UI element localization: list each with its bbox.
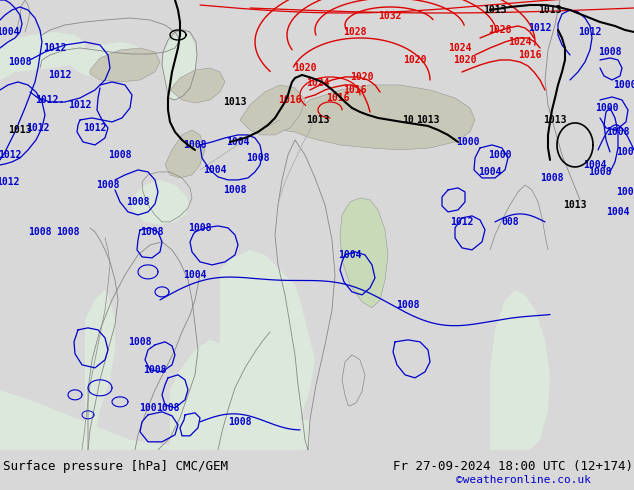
Text: 1013: 1013 bbox=[417, 115, 440, 125]
Text: 1004: 1004 bbox=[226, 137, 250, 147]
Text: 1012.: 1012. bbox=[36, 95, 65, 105]
Text: 1016: 1016 bbox=[343, 85, 366, 95]
Polygon shape bbox=[170, 68, 225, 103]
Text: 10: 10 bbox=[402, 115, 414, 125]
Text: 1008: 1008 bbox=[228, 417, 252, 427]
Polygon shape bbox=[0, 32, 85, 80]
Text: 1008: 1008 bbox=[156, 403, 180, 413]
Text: 1008: 1008 bbox=[108, 150, 132, 160]
Polygon shape bbox=[85, 290, 115, 450]
Text: 1008: 1008 bbox=[223, 185, 247, 195]
Polygon shape bbox=[170, 340, 255, 450]
Polygon shape bbox=[162, 32, 197, 100]
Text: 008: 008 bbox=[501, 217, 519, 227]
Polygon shape bbox=[220, 420, 310, 450]
Text: 1012: 1012 bbox=[528, 23, 552, 33]
Text: 1024: 1024 bbox=[448, 43, 472, 53]
Text: 1013: 1013 bbox=[543, 115, 567, 125]
Text: 1004: 1004 bbox=[183, 270, 207, 280]
Text: 1028: 1028 bbox=[343, 27, 366, 37]
Text: 1013: 1013 bbox=[223, 97, 247, 107]
Text: 1012: 1012 bbox=[26, 123, 49, 133]
Polygon shape bbox=[90, 48, 160, 82]
Text: 1000: 1000 bbox=[488, 150, 512, 160]
Text: 1004: 1004 bbox=[0, 27, 20, 37]
Text: 1013: 1013 bbox=[538, 5, 562, 15]
Polygon shape bbox=[70, 42, 148, 78]
Text: 1012: 1012 bbox=[43, 43, 67, 53]
Text: 1008: 1008 bbox=[540, 173, 564, 183]
Polygon shape bbox=[220, 250, 315, 450]
Text: 1012: 1012 bbox=[0, 177, 20, 187]
Text: Fr 27-09-2024 18:00 UTC (12+174): Fr 27-09-2024 18:00 UTC (12+174) bbox=[393, 460, 633, 473]
Text: 1004: 1004 bbox=[583, 160, 607, 170]
Text: 1020: 1020 bbox=[294, 63, 317, 73]
Text: 1012: 1012 bbox=[48, 70, 72, 80]
Text: 1024: 1024 bbox=[306, 78, 330, 88]
Text: 1000: 1000 bbox=[613, 80, 634, 90]
Text: 1008: 1008 bbox=[140, 227, 164, 237]
Text: 1024: 1024 bbox=[508, 37, 532, 47]
Text: 1012: 1012 bbox=[83, 123, 107, 133]
Text: 1020: 1020 bbox=[453, 55, 477, 65]
Text: 1020: 1020 bbox=[350, 72, 374, 82]
Text: 1004: 1004 bbox=[478, 167, 501, 177]
Text: 1032: 1032 bbox=[378, 11, 402, 21]
Text: 1008: 1008 bbox=[96, 180, 120, 190]
Text: 1008: 1008 bbox=[126, 197, 150, 207]
Text: 1008: 1008 bbox=[8, 57, 32, 67]
Text: 1008: 1008 bbox=[56, 227, 80, 237]
Text: 1008: 1008 bbox=[188, 223, 212, 233]
Text: 1012: 1012 bbox=[0, 150, 22, 160]
Text: 1013: 1013 bbox=[8, 125, 32, 135]
Text: 100: 100 bbox=[139, 403, 157, 413]
Text: 1013: 1013 bbox=[483, 5, 507, 15]
Text: 1012: 1012 bbox=[578, 27, 602, 37]
Text: 1008: 1008 bbox=[588, 167, 612, 177]
Polygon shape bbox=[0, 390, 200, 450]
Text: 1008: 1008 bbox=[128, 337, 152, 347]
Polygon shape bbox=[280, 85, 475, 150]
Text: 1004: 1004 bbox=[339, 250, 362, 260]
Polygon shape bbox=[490, 290, 550, 450]
Polygon shape bbox=[340, 198, 388, 308]
Text: 1008: 1008 bbox=[616, 187, 634, 197]
Text: 1008: 1008 bbox=[616, 147, 634, 157]
Text: 1013: 1013 bbox=[563, 200, 586, 210]
Polygon shape bbox=[130, 180, 190, 225]
Text: 1008: 1008 bbox=[396, 300, 420, 310]
Text: 1000: 1000 bbox=[595, 103, 619, 113]
Text: 1016: 1016 bbox=[278, 95, 302, 105]
Text: 1012: 1012 bbox=[68, 100, 92, 110]
Polygon shape bbox=[165, 130, 205, 178]
Text: 1020: 1020 bbox=[403, 55, 427, 65]
Text: ©weatheronline.co.uk: ©weatheronline.co.uk bbox=[456, 475, 592, 485]
Text: 1008: 1008 bbox=[246, 153, 269, 163]
Text: 1016: 1016 bbox=[327, 93, 350, 103]
Text: 1008: 1008 bbox=[183, 140, 207, 150]
Text: 1028: 1028 bbox=[488, 25, 512, 35]
Text: 1004: 1004 bbox=[606, 207, 630, 217]
Text: 1013: 1013 bbox=[306, 115, 330, 125]
Text: 1008: 1008 bbox=[606, 127, 630, 137]
Text: 1008: 1008 bbox=[598, 47, 622, 57]
Text: 1008: 1008 bbox=[143, 365, 167, 375]
Text: 1000: 1000 bbox=[456, 137, 480, 147]
Text: 1016: 1016 bbox=[518, 50, 541, 60]
Text: Surface pressure [hPa] CMC/GEM: Surface pressure [hPa] CMC/GEM bbox=[3, 460, 228, 473]
Text: 1012: 1012 bbox=[450, 217, 474, 227]
Text: 1004: 1004 bbox=[204, 165, 227, 175]
Polygon shape bbox=[240, 85, 305, 135]
Text: 1008: 1008 bbox=[29, 227, 52, 237]
